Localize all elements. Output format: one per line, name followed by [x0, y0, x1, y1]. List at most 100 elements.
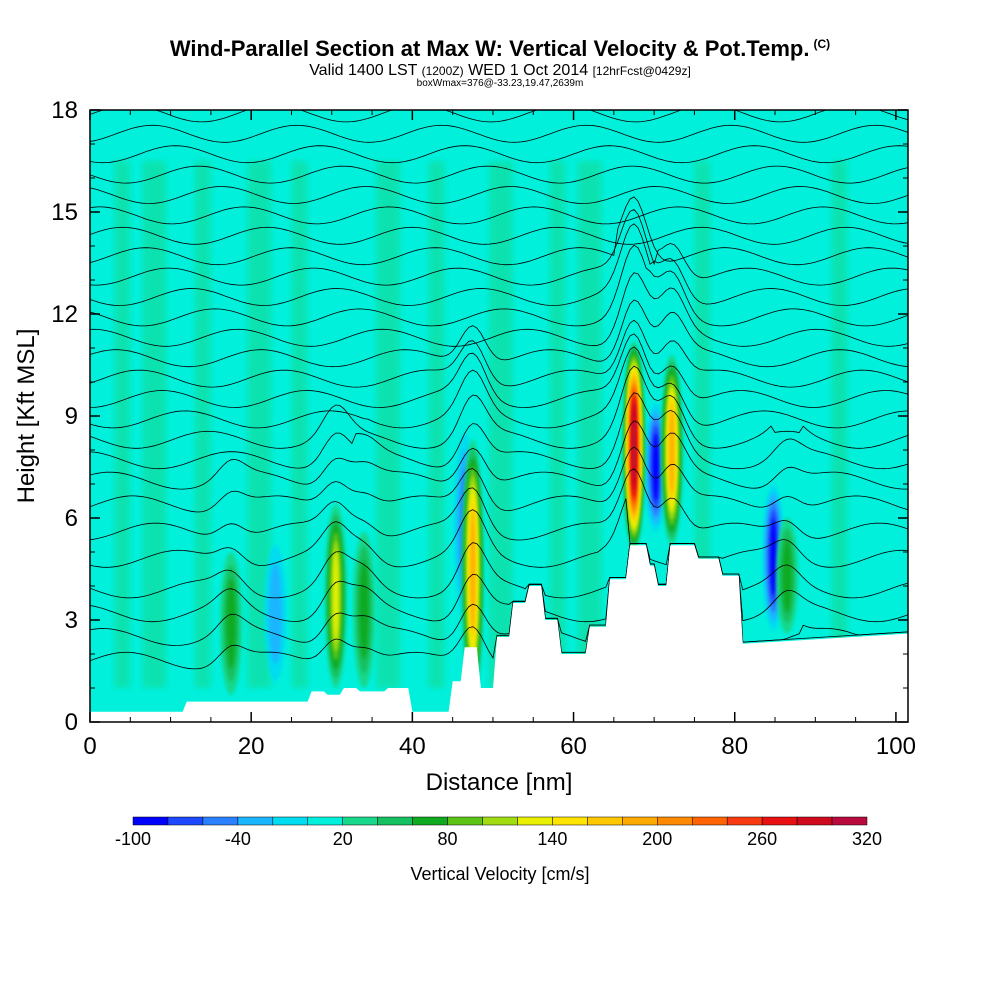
plot-area: [89, 109, 909, 723]
updraft-contour: [471, 511, 475, 630]
isentrope-line: [90, 446, 908, 513]
colorbar-swatch: [482, 816, 518, 826]
colorbar-swatch: [202, 816, 239, 826]
chart-subtitle: Valid 1400 LST (1200Z) WED 1 Oct 2014 [1…: [0, 62, 1000, 80]
y-tick-label: 3: [65, 607, 78, 634]
updraft-contour: [782, 539, 792, 613]
colorbar-tick-label: 80: [438, 829, 458, 849]
colorbar-swatch: [726, 816, 763, 826]
colorbar-tick-label: 200: [642, 829, 672, 849]
downdraft-contour: [268, 562, 282, 664]
colorbar-swatch: [412, 816, 448, 826]
isentrope-line: [90, 543, 908, 646]
colorbar: -100 -40 20 80 140 200 260 320 Vertical Velocity…: [115, 816, 882, 884]
isentrope-line: [90, 333, 908, 408]
weak-lift-band: [428, 161, 445, 688]
colorbar-tick-label: 140: [537, 829, 567, 849]
isentrope-line: [90, 145, 908, 164]
valid-date: WED 1 Oct 2014: [468, 62, 589, 79]
isentrope-line: [90, 244, 908, 327]
isentrope-line: [90, 420, 908, 490]
colorbar-swatch: [307, 816, 343, 826]
colorbar-swatch: [657, 816, 693, 826]
colorbar-swatch: [167, 816, 204, 826]
isentrope-line: [90, 110, 908, 123]
colorbar-tick-label: 260: [747, 829, 777, 849]
terrain-mask: [90, 545, 908, 722]
x-tick-label: 20: [238, 733, 265, 760]
colorbar-swatch: [377, 816, 413, 826]
weak-lift-band: [114, 161, 131, 688]
colorbar-swatch: [622, 816, 658, 826]
updraft-contour: [226, 578, 236, 669]
copyright-mark: (C): [813, 36, 831, 51]
downdraft-contour: [770, 518, 777, 596]
weak-lift-band: [831, 161, 848, 688]
colorbar-tick-label: -100: [115, 829, 151, 849]
weak-lift-band: [489, 161, 514, 688]
isentrope-line: [90, 299, 908, 368]
weak-lift-band: [549, 161, 566, 688]
isentrope-line: [90, 206, 908, 225]
downdraft-contour: [652, 432, 659, 502]
updraft-contour: [333, 550, 339, 643]
isentrope-line: [90, 186, 908, 204]
colorbar-label: Vertical Velocity [cm/s]: [410, 864, 589, 884]
isentrope-line: [90, 543, 908, 623]
isentrope-line: [90, 165, 908, 184]
forecast-info: [12hrFcst@0429z]: [592, 64, 691, 78]
y-axis-label: Height [Kft MSL]: [13, 329, 40, 504]
colorbar-swatch: [237, 816, 274, 826]
colorbar-swatch: [587, 816, 623, 826]
weak-lift-band: [577, 161, 602, 688]
isentrope-line: [90, 498, 908, 568]
y-tick-label: 12: [51, 301, 78, 328]
y-tick-label: 15: [51, 199, 78, 226]
field-layer: [90, 110, 908, 722]
y-tick-label: 18: [51, 97, 78, 124]
box-wmax-info: boxWmax=376@-33.23,19.47,2639m: [416, 78, 584, 89]
zulu-time: (1200Z): [421, 64, 464, 78]
y-tick-label: 0: [65, 709, 78, 736]
colorbar-tick-label: 320: [852, 829, 882, 849]
updraft-contour: [670, 406, 674, 494]
isentrope-line: [90, 272, 908, 347]
weak-lift-band: [194, 161, 211, 688]
isentrope-line: [90, 346, 908, 429]
x-tick-label: 0: [83, 733, 96, 760]
colorbar-swatch: [342, 816, 378, 826]
valid-time: Valid 1400 LST: [309, 62, 418, 79]
colorbar-swatch: [552, 816, 588, 826]
colorbar-swatch: [761, 816, 798, 826]
colorbar-swatch: [831, 816, 868, 826]
updraft-contour: [359, 560, 369, 659]
isentrope-line: [90, 226, 908, 245]
colorbar-swatch: [517, 816, 553, 826]
y-tick-label: 6: [65, 505, 78, 532]
weak-lift-band: [291, 161, 308, 688]
weak-lift-band: [142, 161, 167, 688]
x-axis-label: Distance [nm]: [426, 769, 573, 796]
x-tick-label: 40: [399, 733, 426, 760]
chart-title: Wind-Parallel Section at Max W: Vertical…: [169, 36, 831, 61]
colorbar-swatch: [691, 816, 728, 826]
colorbar-swatch: [132, 816, 169, 826]
isentrope-line: [90, 196, 908, 266]
axes: 0 20 40 60 80 100 0 3 6 9 12 15 18 Distance [nm] Heigh…: [13, 97, 916, 796]
isentrope-line: [90, 365, 908, 449]
isentrope-line: [90, 468, 908, 541]
isentrope-line: [90, 319, 908, 388]
isentrope-line: [90, 124, 908, 143]
isentrope-line: [90, 209, 908, 286]
isentrope-line: [90, 223, 908, 306]
x-tick-label: 60: [560, 733, 587, 760]
isentrope-line: [90, 542, 908, 599]
colorbar-swatch: [447, 816, 483, 826]
isentrope-line: [90, 392, 908, 470]
x-tick-label: 100: [876, 733, 916, 760]
colorbar-tick-label: 20: [333, 829, 353, 849]
colorbar-swatch: [272, 816, 309, 826]
colorbar-swatch: [796, 816, 833, 826]
x-tick-label: 80: [721, 733, 748, 760]
